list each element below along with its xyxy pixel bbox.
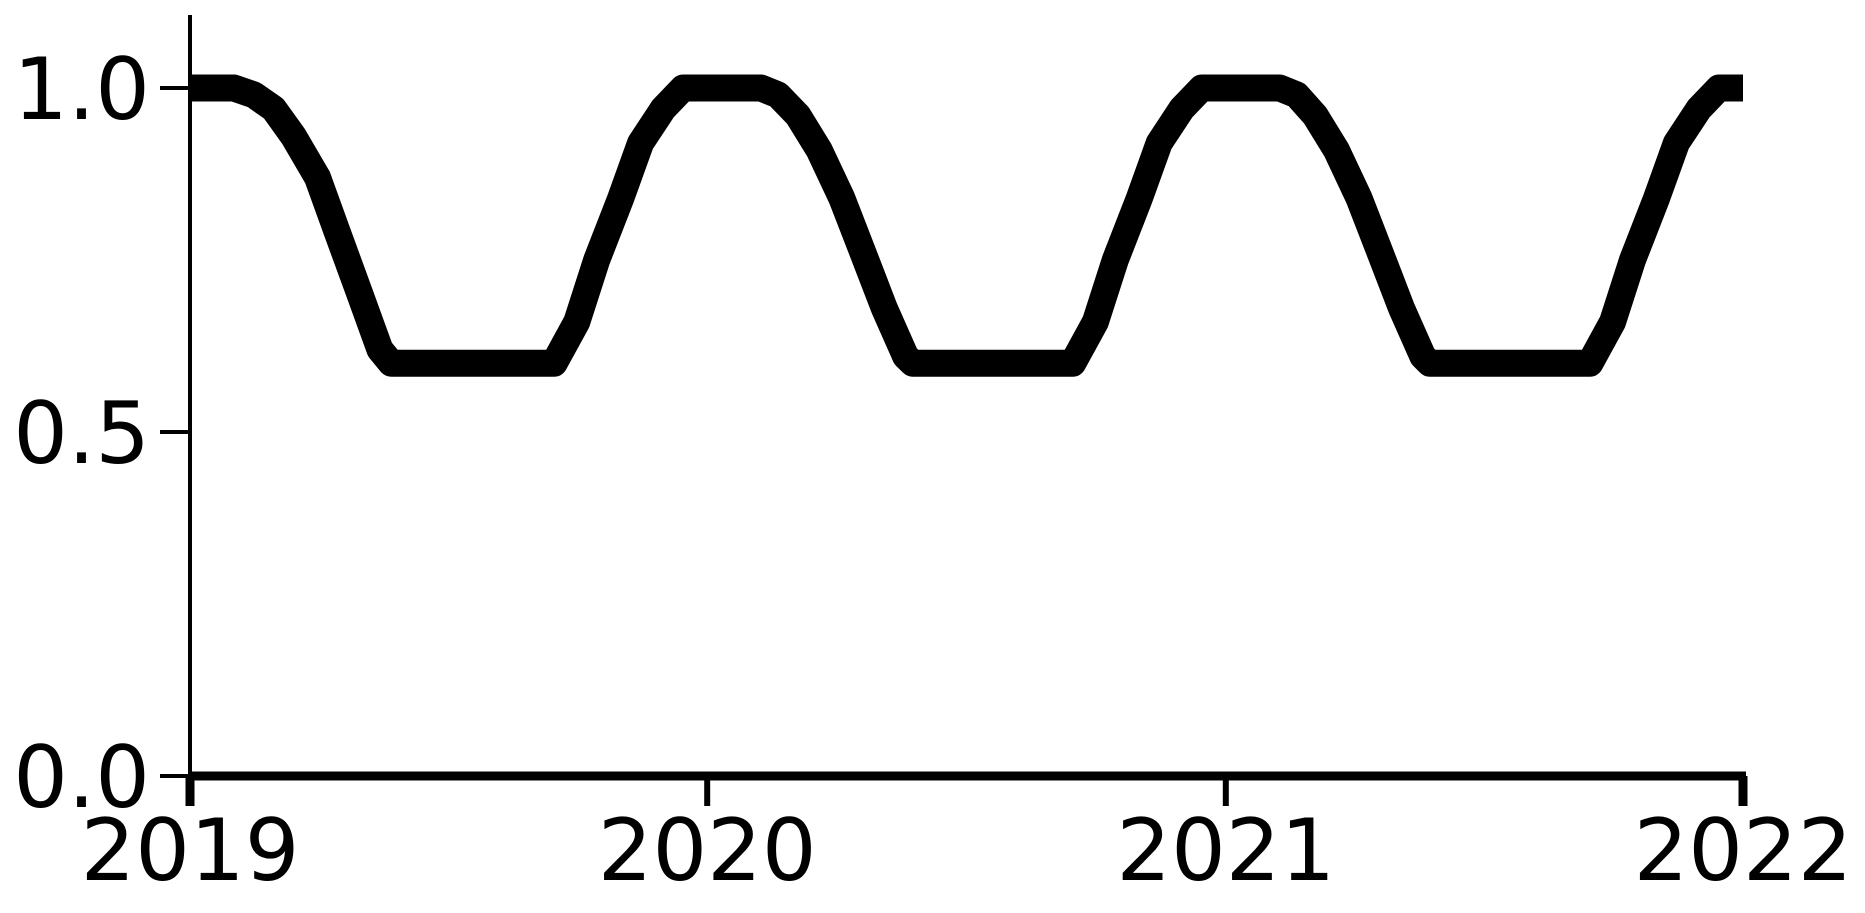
data-point <box>761 88 762 89</box>
data-point <box>391 363 392 364</box>
data-point <box>1743 88 1744 89</box>
data-point <box>273 108 274 109</box>
data-point <box>1095 321 1096 322</box>
data-point <box>778 94 779 95</box>
x-tick-label: 2019 <box>81 801 300 901</box>
data-point <box>253 94 254 95</box>
data-point <box>293 136 294 137</box>
data-point <box>863 253 864 254</box>
data-point <box>337 232 338 233</box>
axes <box>160 15 1748 806</box>
data-point <box>620 198 621 199</box>
data-point <box>905 356 906 357</box>
data-point <box>360 294 361 295</box>
data-point <box>1115 260 1116 261</box>
data-point <box>1380 253 1381 254</box>
tick-labels: 0.0 0.5 1.0 2019 2020 2021 2022 <box>13 40 1852 901</box>
data-point <box>819 149 820 150</box>
data-point <box>663 108 664 109</box>
data-point <box>1336 149 1337 150</box>
data-point <box>1159 143 1160 144</box>
data-point <box>683 88 684 89</box>
data-point <box>797 115 798 116</box>
data-point <box>1279 88 1280 89</box>
data-point <box>1718 88 1719 89</box>
data-point <box>317 177 318 178</box>
data-point <box>233 88 234 89</box>
data-point <box>1401 308 1402 309</box>
data-point <box>554 363 555 364</box>
data-point <box>884 308 885 309</box>
data-point <box>1429 363 1430 364</box>
data-point <box>190 88 191 89</box>
data-point <box>1590 363 1591 364</box>
data-point <box>1676 143 1677 144</box>
x-tick-label: 2022 <box>1634 801 1853 901</box>
x-tick-label: 2020 <box>598 801 817 901</box>
data-point <box>1632 260 1633 261</box>
x-tick-label: 2021 <box>1116 801 1335 901</box>
y-tick-label: 0.0 <box>13 728 150 828</box>
data-point <box>1296 94 1297 95</box>
data-point <box>1422 356 1423 357</box>
data-point <box>379 349 380 350</box>
series-layer <box>190 74 1744 377</box>
series-line <box>190 74 1743 377</box>
data-point <box>1201 88 1202 89</box>
data-point <box>1139 198 1140 199</box>
data-point <box>1315 115 1316 116</box>
y-tick-label: 1.0 <box>13 40 150 140</box>
data-point <box>596 260 597 261</box>
data-point <box>1699 108 1700 109</box>
data-point <box>1612 321 1613 322</box>
data-point <box>640 143 641 144</box>
data-point <box>841 198 842 199</box>
data-point <box>1072 363 1073 364</box>
data-point <box>576 321 577 322</box>
y-tick-label: 0.5 <box>13 384 150 484</box>
data-point <box>912 363 913 364</box>
data-point <box>1359 198 1360 199</box>
data-point <box>1656 198 1657 199</box>
data-point <box>1181 108 1182 109</box>
